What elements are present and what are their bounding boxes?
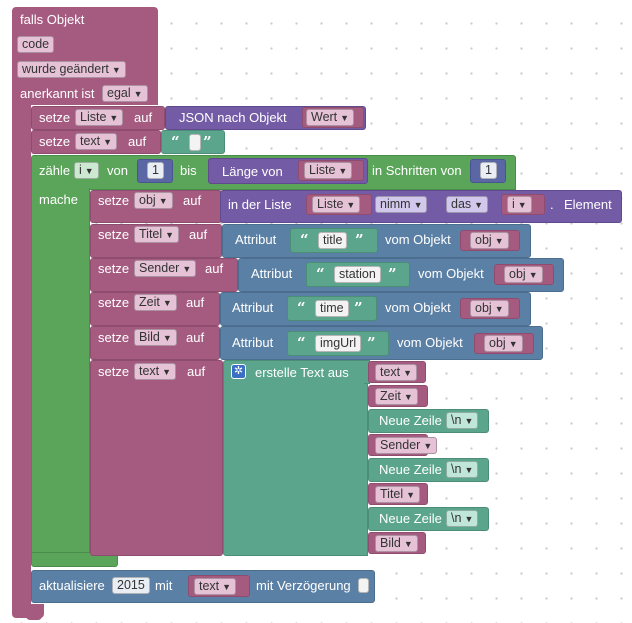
loop-from-label: von xyxy=(107,163,128,178)
open-quote-icon: “ xyxy=(171,133,180,151)
join-item-text-dropdown[interactable]: text xyxy=(375,364,418,381)
ack-label: anerkannt ist xyxy=(20,86,95,101)
set-image-var-dropdown[interactable]: Bild xyxy=(134,329,177,346)
set-text2-setze: setze xyxy=(98,364,130,379)
attr-time-text-field[interactable]: time xyxy=(315,300,349,317)
attr-station-obj-dropdown[interactable]: obj xyxy=(504,266,543,283)
event-block-spine xyxy=(12,100,31,608)
text-join-label: erstelle Text aus xyxy=(255,365,349,380)
update-label: aktualisiere xyxy=(39,578,105,593)
set-time-var-dropdown[interactable]: Zeit xyxy=(134,294,177,311)
join-newline-1-dropdown[interactable]: \n xyxy=(446,412,479,429)
set-text-auf: auf xyxy=(128,134,147,149)
gear-icon[interactable]: ✲ xyxy=(231,364,246,379)
loop-block-spine xyxy=(31,188,90,558)
attr-time-obj-dropdown[interactable]: obj xyxy=(470,300,509,317)
join-newline-3-label: Neue Zeile xyxy=(379,511,442,526)
trigger-dropdown[interactable]: wurde geändert xyxy=(17,61,126,78)
attr-time-label: Attribut xyxy=(232,300,274,315)
attr-title-from-label: vom Objekt xyxy=(385,232,451,247)
attr-title-obj-dropdown[interactable]: obj xyxy=(470,232,509,249)
join-newline-1-label: Neue Zeile xyxy=(379,413,442,428)
attr-image-close-quote-icon: ” xyxy=(367,334,376,352)
loop-from-number-field[interactable]: 1 xyxy=(147,162,164,179)
text-join-block[interactable] xyxy=(223,360,368,556)
attr-title-text-field[interactable]: title xyxy=(318,232,348,249)
set-obj-auf: auf xyxy=(183,193,202,208)
join-item-time-dropdown[interactable]: Zeit xyxy=(375,388,418,405)
set-list-auf: auf xyxy=(134,110,153,125)
attr-station-from-label: vom Objekt xyxy=(418,266,484,281)
attr-station-label: Attribut xyxy=(251,266,293,281)
set-obj-var-dropdown[interactable]: obj xyxy=(134,192,173,209)
set-title-var-dropdown[interactable]: Titel xyxy=(134,226,180,243)
join-newline-2-dropdown[interactable]: \n xyxy=(446,461,479,478)
set-obj-setze: setze xyxy=(98,193,130,208)
set-text2-var-dropdown[interactable]: text xyxy=(134,363,177,380)
close-quote-icon: ” xyxy=(203,133,212,151)
list-index-var-dropdown[interactable]: i xyxy=(507,196,532,213)
loop-step-number-field[interactable]: 1 xyxy=(480,162,497,179)
ack-dropdown[interactable]: egal xyxy=(102,85,148,102)
join-newline-3-dropdown[interactable]: \n xyxy=(446,510,479,527)
set-title-auf: auf xyxy=(189,227,208,242)
loop-to-label: bis xyxy=(180,163,197,178)
attr-time-open-quote-icon: “ xyxy=(297,299,306,317)
list-get-var-dropdown[interactable]: Liste xyxy=(312,196,361,213)
attr-image-obj-dropdown[interactable]: obj xyxy=(484,335,523,352)
json-to-object-label: JSON nach Objekt xyxy=(179,110,287,125)
set-sender-var-dropdown[interactable]: Sender xyxy=(134,260,197,277)
join-item-title-dropdown[interactable]: Titel xyxy=(375,486,421,503)
empty-text-field[interactable] xyxy=(189,134,201,151)
attr-station-open-quote-icon: “ xyxy=(316,265,325,283)
attr-title-label: Attribut xyxy=(235,232,277,247)
attr-time-from-label: vom Objekt xyxy=(385,300,451,315)
attr-station-text-field[interactable]: station xyxy=(334,266,381,283)
object-id-field[interactable]: code xyxy=(17,36,55,53)
loop-var-dropdown[interactable]: i xyxy=(74,162,99,179)
attr-image-open-quote-icon: “ xyxy=(297,334,306,352)
loop-do-label: mache xyxy=(39,192,79,207)
attr-station-close-quote-icon: ” xyxy=(388,265,397,283)
attr-time-close-quote-icon: ” xyxy=(354,299,363,317)
set-image-setze: setze xyxy=(98,330,130,345)
set-text-var-dropdown[interactable]: text xyxy=(75,133,118,150)
update-with-label: mit xyxy=(155,578,173,593)
set-sender-setze: setze xyxy=(98,261,130,276)
loop-count-label: zähle xyxy=(39,163,71,178)
set-time-auf: auf xyxy=(186,295,205,310)
loop-step-label: in Schritten von xyxy=(372,163,462,178)
list-get-label: in der Liste xyxy=(228,197,292,212)
event-block-footer-notch xyxy=(26,612,42,620)
set-sender-auf: auf xyxy=(205,261,224,276)
json-value-var-dropdown[interactable]: Wert xyxy=(306,109,355,126)
attr-title-open-quote-icon: “ xyxy=(300,231,309,249)
set-text2-block[interactable] xyxy=(90,360,223,556)
update-var-dropdown[interactable]: text xyxy=(194,578,237,595)
list-get-where-dropdown[interactable]: das xyxy=(446,196,489,213)
delay-checkbox[interactable] xyxy=(358,578,369,593)
event-title: falls Objekt xyxy=(20,12,85,27)
list-get-dot: . xyxy=(550,197,554,212)
set-text-setze: setze xyxy=(39,134,71,149)
join-item-sender-dropdown[interactable]: Sender xyxy=(375,437,438,454)
set-text2-auf: auf xyxy=(187,364,206,379)
list-length-var-dropdown[interactable]: Liste xyxy=(304,162,353,179)
list-get-element-label: Element xyxy=(564,197,612,212)
update-delay-label: mit Verzögerung xyxy=(256,578,351,593)
list-get-mode-dropdown[interactable]: nimm xyxy=(375,196,428,213)
join-item-image-dropdown[interactable]: Bild xyxy=(375,535,418,552)
set-list-setze: setze xyxy=(39,110,71,125)
list-length-label: Länge von xyxy=(222,164,283,179)
set-list-var-dropdown[interactable]: Liste xyxy=(75,109,124,126)
attr-title-close-quote-icon: ” xyxy=(355,231,364,249)
update-id-field[interactable]: 2015 xyxy=(112,577,150,594)
join-newline-2-label: Neue Zeile xyxy=(379,462,442,477)
set-title-setze: setze xyxy=(98,227,130,242)
set-image-auf: auf xyxy=(186,330,205,345)
attr-image-from-label: vom Objekt xyxy=(397,335,463,350)
set-time-setze: setze xyxy=(98,295,130,310)
attr-image-text-field[interactable]: imgUrl xyxy=(315,335,362,352)
attr-image-label: Attribut xyxy=(232,335,274,350)
